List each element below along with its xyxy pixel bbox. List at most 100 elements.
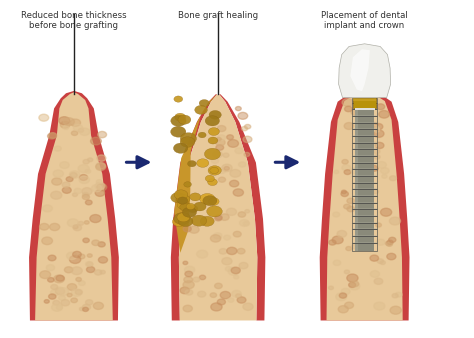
Circle shape — [227, 247, 237, 255]
Circle shape — [370, 142, 378, 147]
Circle shape — [54, 146, 61, 151]
Circle shape — [387, 240, 393, 245]
Circle shape — [333, 260, 341, 265]
Circle shape — [341, 288, 350, 295]
Circle shape — [64, 118, 74, 126]
Circle shape — [351, 245, 357, 249]
Circle shape — [224, 167, 229, 170]
Circle shape — [185, 271, 192, 277]
Circle shape — [62, 187, 71, 193]
Circle shape — [43, 205, 53, 212]
Circle shape — [70, 256, 81, 264]
Circle shape — [204, 148, 220, 160]
Circle shape — [232, 290, 241, 297]
Circle shape — [235, 148, 243, 154]
Circle shape — [96, 163, 106, 170]
Circle shape — [243, 221, 249, 226]
Circle shape — [375, 223, 382, 227]
Circle shape — [75, 290, 82, 295]
Circle shape — [230, 169, 241, 177]
Circle shape — [210, 167, 219, 174]
Circle shape — [237, 248, 245, 254]
Circle shape — [176, 194, 190, 204]
Circle shape — [374, 278, 383, 284]
Circle shape — [86, 262, 93, 267]
Circle shape — [88, 158, 93, 162]
Polygon shape — [171, 94, 217, 320]
Circle shape — [215, 283, 222, 289]
Circle shape — [188, 161, 196, 167]
Circle shape — [243, 303, 253, 310]
Circle shape — [341, 190, 346, 194]
Circle shape — [60, 162, 69, 168]
Circle shape — [382, 174, 387, 178]
Circle shape — [392, 293, 398, 298]
Text: Bone graft healing: Bone graft healing — [178, 11, 258, 20]
Circle shape — [197, 159, 209, 167]
Circle shape — [191, 215, 207, 226]
Circle shape — [83, 160, 89, 164]
Circle shape — [210, 293, 217, 297]
Circle shape — [185, 290, 193, 295]
Circle shape — [189, 226, 199, 233]
Circle shape — [381, 208, 392, 216]
Circle shape — [200, 275, 206, 280]
Circle shape — [203, 196, 217, 206]
Circle shape — [184, 266, 195, 273]
Circle shape — [85, 169, 91, 173]
Circle shape — [337, 231, 346, 237]
Circle shape — [67, 293, 72, 297]
Circle shape — [342, 98, 353, 106]
Circle shape — [347, 274, 358, 282]
Circle shape — [82, 194, 90, 199]
Circle shape — [91, 137, 101, 145]
Circle shape — [183, 305, 192, 312]
Circle shape — [190, 193, 201, 201]
Circle shape — [220, 291, 230, 299]
Circle shape — [342, 160, 348, 164]
Circle shape — [173, 217, 186, 226]
Circle shape — [217, 137, 221, 141]
Circle shape — [244, 152, 250, 156]
Circle shape — [95, 183, 105, 190]
Circle shape — [374, 302, 385, 310]
Circle shape — [332, 236, 343, 244]
Circle shape — [387, 253, 396, 260]
Circle shape — [174, 96, 182, 102]
Circle shape — [199, 100, 210, 107]
Circle shape — [42, 237, 53, 245]
Circle shape — [73, 251, 81, 258]
Circle shape — [334, 170, 339, 174]
Circle shape — [173, 213, 191, 224]
Circle shape — [79, 174, 88, 180]
Polygon shape — [35, 92, 113, 320]
Circle shape — [344, 123, 354, 129]
Circle shape — [374, 123, 383, 130]
Circle shape — [180, 133, 197, 144]
Circle shape — [39, 114, 49, 121]
Polygon shape — [29, 91, 119, 320]
Circle shape — [381, 168, 389, 174]
Circle shape — [209, 128, 219, 136]
Circle shape — [229, 180, 239, 187]
Circle shape — [328, 286, 333, 290]
Circle shape — [233, 231, 241, 237]
Circle shape — [98, 242, 105, 247]
Circle shape — [83, 238, 89, 243]
Bar — [355, 98, 374, 251]
Circle shape — [93, 302, 103, 309]
Circle shape — [209, 111, 221, 119]
Circle shape — [236, 106, 241, 111]
Circle shape — [70, 173, 77, 177]
Circle shape — [71, 298, 77, 303]
Circle shape — [171, 126, 186, 137]
Circle shape — [91, 185, 102, 192]
Circle shape — [51, 285, 58, 289]
Circle shape — [239, 220, 249, 226]
Circle shape — [245, 124, 251, 129]
Circle shape — [80, 128, 90, 136]
Circle shape — [55, 288, 65, 295]
Circle shape — [208, 179, 217, 186]
Circle shape — [73, 193, 77, 196]
Circle shape — [186, 203, 195, 210]
